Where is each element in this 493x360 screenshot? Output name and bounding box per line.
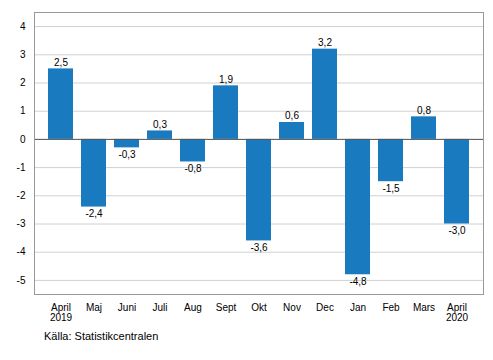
svg-text:Juli: Juli (152, 302, 167, 313)
svg-text:3,2: 3,2 (318, 37, 332, 48)
svg-text:Dec: Dec (316, 302, 334, 313)
svg-text:-2,4: -2,4 (85, 208, 103, 219)
svg-text:-3: -3 (17, 218, 26, 229)
svg-text:-1: -1 (17, 162, 26, 173)
svg-text:Okt: Okt (251, 302, 267, 313)
svg-text:-3,0: -3,0 (448, 225, 466, 236)
svg-text:2,5: 2,5 (54, 57, 68, 68)
svg-text:0: 0 (20, 134, 26, 145)
svg-text:4: 4 (20, 21, 26, 32)
svg-text:Feb: Feb (382, 302, 400, 313)
svg-text:0,6: 0,6 (285, 110, 299, 121)
svg-text:Maj: Maj (86, 302, 102, 313)
svg-text:1: 1 (20, 105, 26, 116)
svg-text:-2: -2 (17, 190, 26, 201)
svg-text:2: 2 (20, 77, 26, 88)
svg-text:-4: -4 (17, 246, 26, 257)
svg-text:Mars: Mars (413, 302, 435, 313)
svg-text:April2020: April2020 (446, 302, 469, 323)
svg-text:-1,5: -1,5 (382, 183, 400, 194)
svg-text:Jan: Jan (350, 302, 366, 313)
svg-text:0,8: 0,8 (417, 105, 431, 116)
svg-text:3: 3 (20, 49, 26, 60)
svg-text:April2019: April2019 (50, 302, 73, 323)
svg-text:-3,6: -3,6 (250, 242, 268, 253)
svg-text:Aug: Aug (184, 302, 202, 313)
svg-text:-5: -5 (17, 275, 26, 286)
svg-text:0,3: 0,3 (153, 119, 167, 130)
svg-text:Nov: Nov (283, 302, 301, 313)
svg-text:-0,8: -0,8 (184, 163, 202, 174)
svg-text:Sept: Sept (216, 302, 237, 313)
svg-text:-4,8: -4,8 (349, 276, 367, 287)
svg-text:-0,3: -0,3 (118, 149, 136, 160)
svg-text:1,9: 1,9 (219, 74, 233, 85)
svg-text:Juni: Juni (118, 302, 136, 313)
html-text:Källa: Statistikcentralen: Källa: Statistikcentralen (44, 330, 159, 342)
